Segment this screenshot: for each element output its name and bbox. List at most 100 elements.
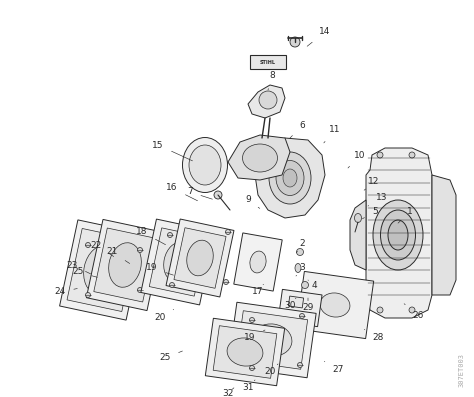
Text: 20: 20 (264, 364, 278, 376)
Text: 32: 32 (222, 388, 234, 397)
Ellipse shape (388, 220, 408, 250)
Ellipse shape (109, 243, 141, 287)
Text: 15: 15 (152, 141, 192, 161)
Ellipse shape (137, 287, 143, 293)
Ellipse shape (85, 293, 91, 297)
Text: 11: 11 (324, 125, 341, 143)
Bar (149, 228, 207, 296)
Text: 20: 20 (155, 310, 173, 322)
Bar (94, 228, 156, 302)
Ellipse shape (295, 264, 301, 272)
Ellipse shape (252, 324, 292, 356)
Polygon shape (228, 135, 290, 180)
Text: 13: 13 (368, 193, 388, 206)
Ellipse shape (297, 249, 303, 256)
Bar (278, 289, 322, 327)
Text: 19: 19 (244, 330, 265, 343)
Bar (213, 326, 277, 378)
Ellipse shape (301, 281, 309, 289)
Text: 7: 7 (187, 187, 212, 199)
Ellipse shape (269, 152, 311, 204)
Ellipse shape (409, 307, 415, 313)
Text: 16: 16 (166, 183, 198, 201)
Text: 28: 28 (365, 330, 383, 343)
Ellipse shape (320, 293, 350, 317)
Text: 21: 21 (106, 247, 130, 264)
Bar (237, 311, 308, 369)
Bar (234, 233, 282, 291)
Text: 19: 19 (146, 264, 173, 275)
Text: 6: 6 (290, 121, 305, 138)
Polygon shape (432, 175, 456, 295)
Ellipse shape (85, 243, 91, 247)
Text: 5: 5 (363, 208, 378, 219)
Ellipse shape (83, 245, 120, 295)
Polygon shape (366, 148, 432, 318)
Ellipse shape (167, 233, 173, 237)
Ellipse shape (224, 279, 228, 285)
Bar (141, 219, 215, 305)
Ellipse shape (298, 362, 302, 368)
Bar (86, 220, 164, 310)
Bar (174, 228, 226, 288)
Text: 27: 27 (324, 362, 344, 374)
Ellipse shape (409, 152, 415, 158)
Bar (228, 302, 316, 378)
Text: 307ET003: 307ET003 (459, 353, 465, 387)
Ellipse shape (227, 338, 263, 366)
Ellipse shape (170, 283, 174, 287)
Bar (205, 318, 285, 386)
Ellipse shape (189, 145, 221, 185)
Text: 22: 22 (91, 241, 114, 256)
Ellipse shape (373, 200, 423, 270)
Bar (250, 55, 286, 69)
Text: 10: 10 (348, 150, 366, 168)
Ellipse shape (214, 191, 222, 199)
Ellipse shape (164, 242, 192, 282)
Polygon shape (255, 138, 325, 218)
Polygon shape (350, 200, 366, 270)
Polygon shape (248, 85, 285, 118)
Text: 1: 1 (398, 208, 413, 223)
Text: 26: 26 (404, 304, 424, 320)
Ellipse shape (249, 318, 255, 322)
Ellipse shape (377, 152, 383, 158)
Text: 12: 12 (364, 177, 380, 190)
Text: 18: 18 (136, 227, 165, 245)
Bar (60, 220, 145, 320)
Ellipse shape (355, 214, 362, 222)
Text: 8: 8 (268, 71, 275, 90)
Ellipse shape (187, 240, 213, 276)
Ellipse shape (300, 314, 304, 318)
Text: 3: 3 (296, 264, 305, 276)
Text: 24: 24 (55, 287, 77, 297)
Text: 29: 29 (302, 298, 314, 312)
Ellipse shape (243, 144, 277, 172)
Text: 9: 9 (245, 195, 260, 208)
Bar (166, 219, 234, 297)
Ellipse shape (182, 137, 228, 193)
Ellipse shape (290, 37, 300, 47)
Ellipse shape (276, 160, 304, 195)
Bar (67, 229, 137, 312)
Text: 25: 25 (159, 351, 182, 362)
Ellipse shape (381, 210, 416, 260)
Ellipse shape (249, 366, 255, 370)
Text: 2: 2 (297, 239, 305, 252)
Ellipse shape (377, 307, 383, 313)
Ellipse shape (137, 247, 143, 252)
Ellipse shape (283, 169, 297, 187)
Text: STIHL: STIHL (260, 60, 276, 64)
Text: 4: 4 (308, 280, 317, 291)
Bar (288, 296, 304, 308)
Ellipse shape (250, 251, 266, 273)
Text: 30: 30 (284, 298, 296, 310)
Bar (296, 272, 374, 339)
Ellipse shape (259, 91, 277, 109)
Text: 31: 31 (242, 380, 255, 393)
Text: 17: 17 (252, 284, 264, 297)
Ellipse shape (226, 229, 230, 235)
Text: 23: 23 (66, 260, 91, 274)
Text: 25: 25 (73, 268, 97, 277)
Text: 14: 14 (307, 27, 331, 46)
